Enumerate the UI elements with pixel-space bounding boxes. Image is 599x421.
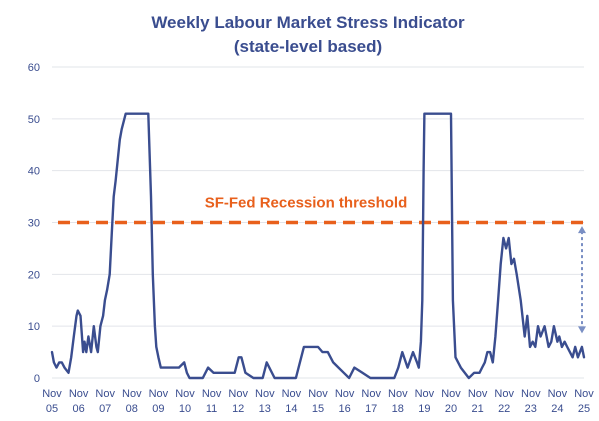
x-tick-label-month: Nov [548, 388, 568, 400]
x-tick-label-year: 12 [232, 403, 244, 415]
threshold-group: SF-Fed Recession threshold [58, 195, 584, 225]
y-tick-label: 0 [34, 373, 40, 385]
x-tick-label-month: Nov [255, 388, 275, 400]
y-axis-ticks: 0 10 20 30 40 50 60 [28, 62, 40, 385]
threshold-label: SF-Fed Recession threshold [205, 195, 408, 212]
x-tick-label-month: Nov [228, 388, 248, 400]
x-tick-label-month: Nov [521, 388, 541, 400]
x-tick-label-month: Nov [149, 388, 169, 400]
x-tick-label-year: 22 [498, 403, 510, 415]
x-axis-ticks: Nov 05 Nov 06 Nov 07 Nov 08 Nov 09 Nov 10 Nov 11 Nov 12… [42, 388, 594, 415]
y-tick-label: 30 [28, 218, 40, 230]
x-tick-label-year: 16 [338, 403, 350, 415]
x-tick-label-year: 07 [99, 403, 111, 415]
y-tick-label: 60 [28, 62, 40, 74]
gap-arrow-group [578, 226, 586, 334]
x-tick-label-month: Nov [175, 388, 195, 400]
chart-title: Weekly Labour Market Stress Indicator [151, 13, 465, 32]
x-tick-label-month: Nov [69, 388, 89, 400]
x-tick-label-year: 17 [365, 403, 377, 415]
x-tick-label-year: 09 [152, 403, 164, 415]
y-tick-label: 10 [28, 321, 40, 333]
y-tick-label: 20 [28, 269, 40, 281]
gap-arrow-head-down [578, 326, 586, 334]
x-tick-label-year: 05 [46, 403, 58, 415]
x-tick-label-month: Nov [95, 388, 115, 400]
gap-arrow-head-up [578, 226, 586, 234]
x-tick-label-year: 23 [525, 403, 537, 415]
x-tick-label-month: Nov [202, 388, 222, 400]
x-tick-label-year: 21 [471, 403, 483, 415]
x-tick-label-month: Nov [441, 388, 461, 400]
x-tick-label-month: Nov [42, 388, 62, 400]
chart-subtitle: (state-level based) [234, 37, 382, 56]
x-tick-label-month: Nov [282, 388, 302, 400]
x-tick-label-month: Nov [415, 388, 435, 400]
x-tick-label-month: Nov [574, 388, 594, 400]
x-tick-label-year: 24 [551, 403, 563, 415]
x-tick-label-month: Nov [308, 388, 328, 400]
x-tick-label-year: 18 [392, 403, 404, 415]
x-tick-label-year: 14 [285, 403, 297, 415]
x-tick-label-year: 20 [445, 403, 457, 415]
x-tick-label-year: 06 [72, 403, 84, 415]
y-tick-label: 40 [28, 166, 40, 178]
x-tick-label-month: Nov [388, 388, 408, 400]
x-tick-label-month: Nov [468, 388, 488, 400]
x-tick-label-year: 19 [418, 403, 430, 415]
x-tick-label-month: Nov [361, 388, 381, 400]
x-tick-label-year: 08 [126, 403, 138, 415]
x-tick-label-month: Nov [494, 388, 514, 400]
x-tick-label-year: 10 [179, 403, 191, 415]
x-tick-label-year: 25 [578, 403, 590, 415]
series-line-0 [50, 112, 586, 380]
x-tick-label-year: 13 [259, 403, 271, 415]
y-tick-label: 50 [28, 114, 40, 126]
x-tick-label-month: Nov [335, 388, 355, 400]
x-tick-label-month: Nov [122, 388, 142, 400]
x-tick-label-year: 15 [312, 403, 324, 415]
x-tick-label-year: 11 [206, 403, 217, 415]
series-group [50, 112, 586, 380]
